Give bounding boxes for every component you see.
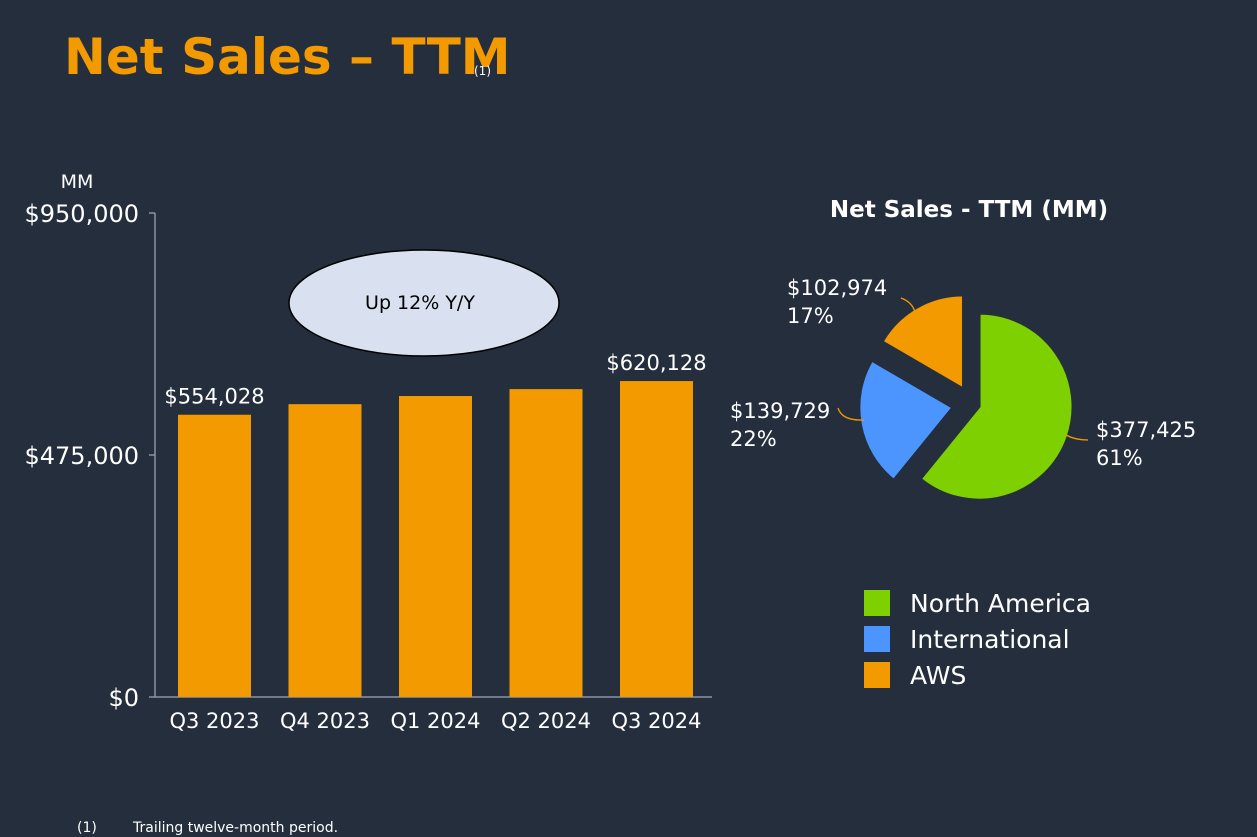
y-tick-label: $475,000	[24, 442, 139, 470]
pie-value-label: $377,425	[1096, 418, 1196, 442]
y-axis-unit-label: MM	[61, 171, 94, 193]
y-tick-label: $0	[108, 684, 139, 712]
bar-q2-2024	[509, 389, 583, 697]
legend-item-north-america: North America	[864, 585, 1091, 621]
pie-percent-label: 61%	[1096, 446, 1143, 470]
bar-q1-2024	[399, 396, 472, 697]
legend-item-international: International	[864, 621, 1091, 657]
y-tick-label: $950,000	[24, 200, 139, 228]
leader-line-aws	[900, 297, 916, 313]
title-footnote-marker: (1)	[474, 64, 491, 78]
pie-value-label: $139,729	[730, 399, 830, 423]
x-tick-label: Q3 2023	[169, 709, 259, 733]
legend-swatch-aws	[864, 662, 890, 688]
x-tick-label: Q2 2024	[501, 709, 591, 733]
bar-q3-2024	[620, 381, 693, 697]
bar-data-label: $554,028	[164, 385, 264, 409]
bar-data-label: $620,128	[606, 351, 706, 375]
pie-slice-aws	[881, 294, 965, 391]
legend-item-aws: AWS	[864, 657, 1091, 693]
footnote-marker: (1)	[77, 820, 97, 836]
legend-swatch-international	[864, 626, 890, 652]
legend-label-north-america: North America	[910, 588, 1091, 618]
leader-line-north-america	[1065, 434, 1089, 441]
pie-percent-label: 17%	[787, 304, 834, 328]
bar-q3-2023	[178, 414, 251, 697]
legend-label-aws: AWS	[910, 660, 967, 690]
pie-slice-international	[858, 359, 954, 482]
page-title: Net Sales – TTM	[64, 28, 511, 86]
growth-callout-ellipse	[288, 249, 560, 357]
pie-percent-label: 22%	[730, 427, 777, 451]
x-tick-label: Q3 2024	[611, 709, 701, 733]
x-tick-label: Q1 2024	[390, 709, 480, 733]
x-tick-label: Q4 2023	[280, 709, 370, 733]
legend-label-international: International	[910, 624, 1070, 654]
growth-callout-text: Up 12% Y/Y	[365, 292, 475, 314]
pie-slice-north-america	[919, 312, 1074, 501]
bar-q4-2023	[288, 404, 362, 697]
pie-value-label: $102,974	[787, 276, 887, 300]
leader-line-international	[837, 407, 865, 421]
footnote-text: Trailing twelve-month period.	[133, 820, 339, 836]
pie-legend: North America International AWS	[864, 585, 1091, 693]
pie-title: Net Sales - TTM (MM)	[830, 197, 1108, 223]
legend-swatch-north-america	[864, 590, 890, 616]
